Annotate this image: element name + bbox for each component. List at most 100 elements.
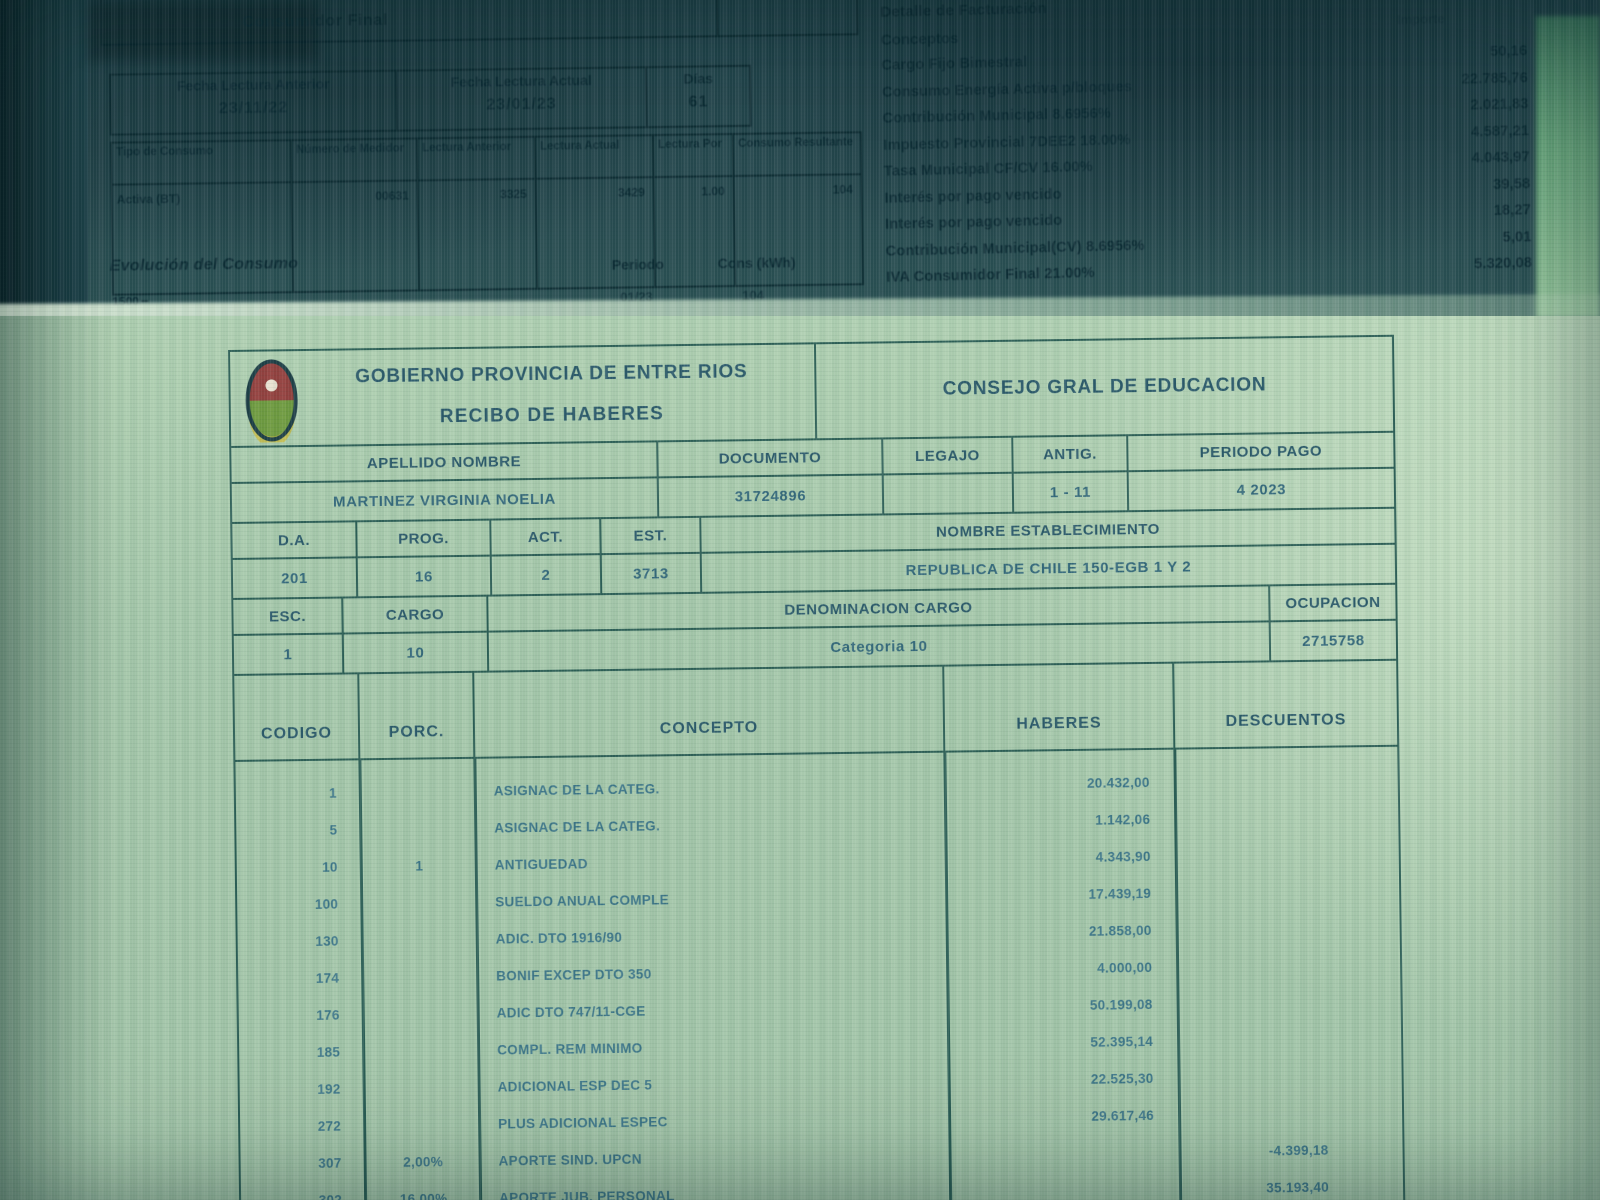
row-concepto: SUELDO ANUAL COMPLE — [495, 892, 670, 910]
row-porc — [363, 939, 478, 941]
periodo-pago-value: 4 2023 — [1236, 480, 1287, 499]
meter-value-cell: 00631 — [290, 181, 419, 292]
esc-label: ESC. — [233, 598, 344, 634]
row-haberes: 50.199,08 — [1089, 996, 1153, 1013]
row-porc: 2,00% — [403, 1154, 444, 1170]
meter-column-header: Lectura Actual — [533, 136, 653, 178]
row-descuentos — [1180, 1075, 1402, 1078]
meter-column-header: Número de Medidor — [289, 139, 417, 182]
da-label: D.A. — [232, 522, 358, 558]
row-concepto: ASIGNAC DE LA CATEG. — [494, 818, 661, 836]
cons-kwh-column-label: Cons (kWh) — [717, 254, 796, 272]
row-codigo: 130 — [315, 933, 339, 949]
row-haberes — [951, 1152, 1181, 1155]
billing-concept: Impuesto Provincial 7DEE2 18.00% — [883, 131, 1131, 154]
row-porc — [363, 976, 478, 978]
row-codigo: 1 — [328, 785, 337, 801]
periodo-pago-label: PERIODO PAGO — [1199, 442, 1323, 461]
billing-amount: 4.043,97 — [1471, 149, 1530, 167]
row-codigo: 100 — [314, 896, 339, 912]
detail-rows-body: 1 ASIGNAC DE LA CATEG. 20.432,00 5 ASIGN… — [235, 747, 1405, 1200]
divider — [715, 0, 719, 36]
row-descuentos — [1180, 1112, 1402, 1115]
row-porc — [365, 1087, 480, 1089]
cargo-label: CARGO — [343, 596, 489, 633]
act-label: ACT. — [491, 519, 602, 555]
concepto-column-header: CONCEPTO — [474, 666, 946, 757]
porc-column-header: PORC. — [359, 672, 476, 759]
meter-value-cell: 3325 — [416, 179, 537, 290]
row-codigo: 174 — [315, 970, 340, 986]
billing-amount: 4.587,21 — [1470, 122, 1530, 140]
documento-value: 31724896 — [658, 475, 885, 517]
row-porc — [362, 902, 477, 904]
row-descuentos: 35.193,40 — [1266, 1179, 1330, 1196]
row-codigo: 307 — [318, 1155, 342, 1171]
billing-detail-title: Detalle de Facturación — [880, 0, 1048, 21]
fecha-actual-value: 23/01/23 — [486, 95, 557, 114]
electricity-bill-section: Condición Fiscal IVA Consumidor Final CU… — [0, 0, 1600, 318]
shadow-patch — [88, 0, 318, 60]
billing-concept: Interés por pago vencido — [884, 212, 1063, 233]
apellido-value: MARTINEZ VIRGINIA NOELIA — [231, 478, 660, 522]
esc-value: 1 — [233, 634, 345, 674]
fecha-anterior-label: Fecha Lectura Anterior — [176, 75, 330, 94]
document-title: RECIBO DE HABERES — [439, 403, 665, 428]
office-name: CONSEJO GRAL DE EDUCACION — [942, 374, 1267, 400]
billing-concept: Tasa Municipal CF/CV 16.00% — [883, 159, 1094, 180]
est-label: EST. — [601, 517, 702, 554]
documento-label: DOCUMENTO — [658, 439, 884, 477]
row-concepto: APORTE SIND. UPCN — [498, 1151, 642, 1169]
row-descuentos — [1177, 890, 1399, 893]
receipt-document-page: GOBIERNO PROVINCIA DE ENTRE RIOS RECIBO … — [0, 316, 1600, 1200]
row-haberes: 21.858,00 — [1088, 922, 1152, 939]
row-porc — [361, 791, 476, 793]
billing-concept: IVA Consumidor Final 21.00% — [886, 265, 1095, 286]
row-codigo: 176 — [316, 1007, 340, 1023]
billing-concept: Cargo Fijo Bimestral — [881, 54, 1028, 74]
row-concepto: COMPL. REM MINIMO — [497, 1040, 643, 1058]
periodo-column-label: Periodo — [611, 255, 664, 273]
dias-value: 61 — [688, 93, 709, 111]
row-haberes: 29.617,46 — [1091, 1107, 1155, 1124]
row-porc: 1 — [415, 858, 424, 874]
billing-amount: 5.320,08 — [1473, 255, 1533, 273]
fecha-actual-label: Fecha Lectura Actual — [450, 71, 592, 90]
meter-column-header: Consumo Resultante — [731, 133, 861, 176]
reading-dates-box: Fecha Lectura Anterior 23/11/22 Fecha Le… — [109, 64, 752, 136]
legajo-label: LEGAJO — [883, 437, 1014, 474]
detail-rows: 1 ASIGNAC DE LA CATEG. 20.432,00 5 ASIGN… — [236, 761, 1404, 1200]
detail-columns-header: CODIGO PORC. CONCEPTO HABERES DESCUENTOS — [234, 660, 1398, 762]
meter-value-cell: Activa (BT) — [116, 191, 181, 207]
billing-amount: 39,58 — [1492, 175, 1531, 193]
row-haberes: 4.343,90 — [1095, 848, 1151, 865]
row-codigo: 185 — [316, 1044, 341, 1060]
row-haberes — [951, 1189, 1181, 1192]
row-haberes: 20.432,00 — [1086, 774, 1150, 791]
escudo-entre-rios-icon — [245, 359, 298, 443]
billing-lines: Cargo Fijo Bimestral 50,16 Consumo Energ… — [881, 43, 1536, 296]
bill-reading-panel: Condición Fiscal IVA Consumidor Final CU… — [88, 0, 882, 318]
row-concepto: ANTIGUEDAD — [494, 856, 588, 873]
row-porc — [364, 1050, 479, 1052]
fiscal-condition-value: Consumidor Final — [242, 11, 389, 31]
conceptos-header-row: Conceptos Importe — [881, 11, 1529, 49]
act-value: 2 — [491, 555, 603, 595]
row-descuentos — [1179, 1038, 1401, 1041]
org-header-cell: GOBIERNO PROVINCIA DE ENTRE RIOS RECIBO … — [230, 344, 818, 446]
billing-detail-panel: Detalle de Facturación Conceptos Importe… — [872, 0, 1543, 318]
meter-column-header: Lectura Anterior — [415, 137, 535, 180]
prog-value: 16 — [357, 556, 493, 597]
row-codigo: 302 — [241, 1192, 366, 1200]
receipt-header-band: GOBIERNO PROVINCIA DE ENTRE RIOS RECIBO … — [230, 336, 1394, 448]
row-porc — [364, 1013, 479, 1015]
row-descuentos — [1177, 853, 1399, 856]
row-descuentos — [1176, 779, 1398, 782]
fecha-anterior-cell: Fecha Lectura Anterior 23/11/22 — [111, 71, 398, 134]
legajo-value — [883, 473, 1015, 514]
org-name: GOBIERNO PROVINCIA DE ENTRE RIOS — [355, 361, 748, 388]
pay-receipt-table: GOBIERNO PROVINCIA DE ENTRE RIOS RECIBO … — [228, 334, 1406, 1200]
dias-label: Días — [683, 70, 714, 87]
billing-amount: 22.785,76 — [1461, 69, 1529, 88]
antig-label: ANTIG. — [1013, 436, 1129, 472]
